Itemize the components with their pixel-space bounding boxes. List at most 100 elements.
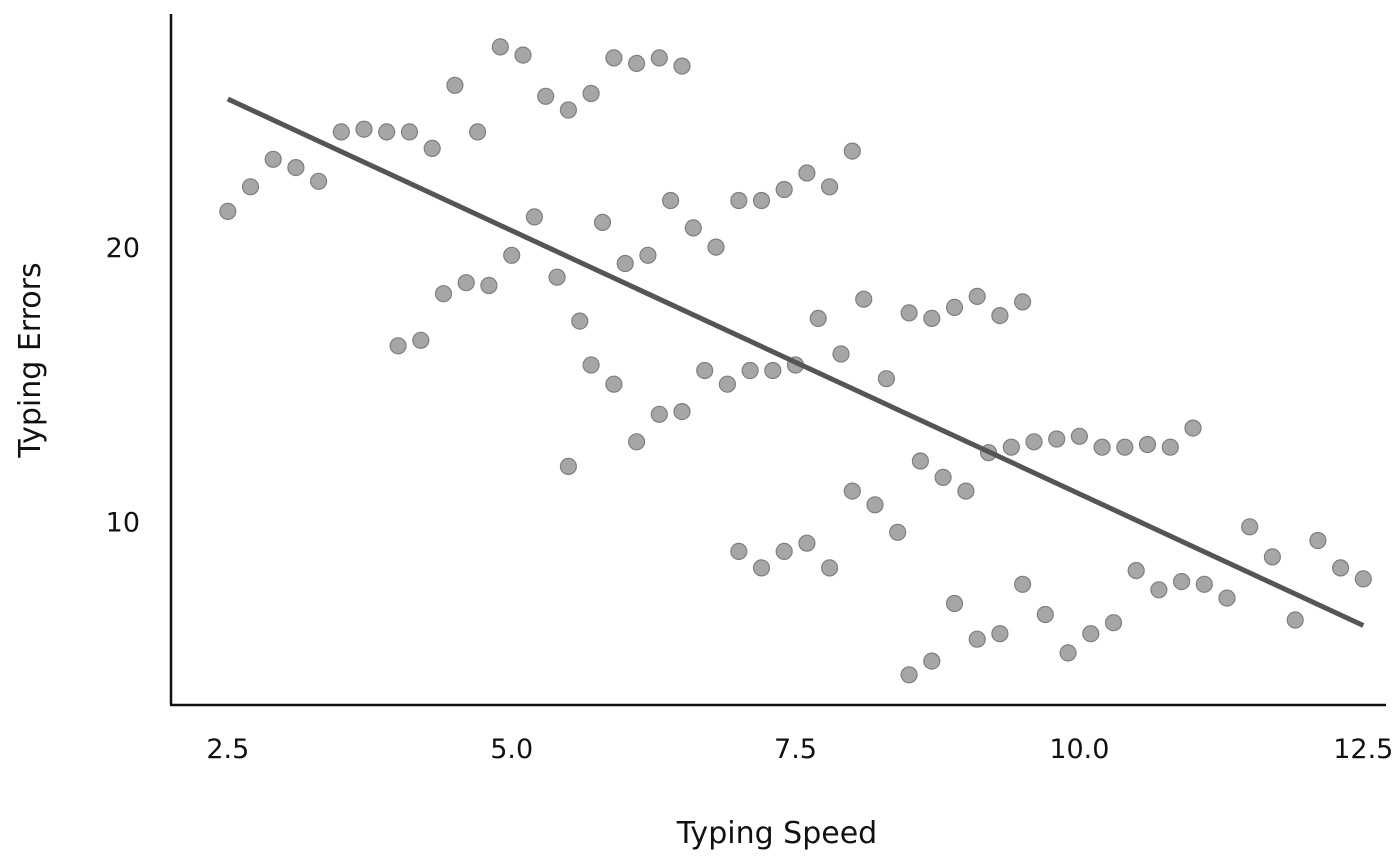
data-point-25 xyxy=(480,276,498,295)
data-point-93 xyxy=(1104,614,1123,632)
trend-layer xyxy=(226,96,1365,628)
data-point-70 xyxy=(889,523,907,541)
data-point-54 xyxy=(832,345,850,363)
data-point-35 xyxy=(707,238,725,256)
data-point-8 xyxy=(400,123,419,141)
data-point-57 xyxy=(900,304,918,322)
data-point-84 xyxy=(900,666,918,684)
data-point-34 xyxy=(684,219,702,237)
data-point-43 xyxy=(582,356,600,374)
data-point-37 xyxy=(752,191,771,210)
data-point-66 xyxy=(798,534,816,552)
data-point-91 xyxy=(1059,644,1077,662)
data-point-26 xyxy=(503,246,521,264)
data-point-42 xyxy=(559,457,578,475)
x-axis-title: Typing Speed xyxy=(676,816,877,851)
data-point-102 xyxy=(1309,531,1327,550)
data-point-104 xyxy=(1354,570,1372,588)
data-point-94 xyxy=(1127,561,1145,580)
data-point-96 xyxy=(1172,572,1191,591)
y-axis-title: Typing Errors xyxy=(13,262,48,458)
data-point-31 xyxy=(616,254,634,273)
data-point-77 xyxy=(1048,430,1066,448)
data-point-39 xyxy=(798,164,816,182)
data-point-44 xyxy=(605,375,623,393)
y-tick-label-1: 20 xyxy=(106,233,140,264)
data-point-17 xyxy=(605,49,623,67)
x-tick-label-4: 12.5 xyxy=(1333,734,1393,765)
data-point-73 xyxy=(957,482,975,500)
data-point-59 xyxy=(945,298,964,316)
data-point-78 xyxy=(1070,427,1089,445)
data-point-16 xyxy=(582,84,600,103)
data-point-61 xyxy=(991,307,1009,325)
data-point-97 xyxy=(1195,575,1213,593)
y-tick-labels: 10 20 xyxy=(106,233,140,538)
data-point-12 xyxy=(491,38,509,56)
data-point-81 xyxy=(1138,435,1157,454)
data-point-60 xyxy=(968,287,986,305)
data-point-56 xyxy=(877,370,896,388)
data-point-1 xyxy=(241,178,260,196)
data-point-88 xyxy=(991,625,1009,643)
data-point-80 xyxy=(1116,438,1134,456)
data-point-90 xyxy=(1036,605,1054,624)
data-point-4 xyxy=(310,172,328,190)
data-point-23 xyxy=(434,285,453,303)
data-point-18 xyxy=(627,54,646,73)
data-point-29 xyxy=(571,312,589,330)
data-point-92 xyxy=(1082,625,1100,643)
data-point-46 xyxy=(650,405,668,423)
data-point-28 xyxy=(548,268,566,286)
data-point-24 xyxy=(457,274,475,292)
y-tick-label-0: 10 xyxy=(106,507,140,538)
data-point-58 xyxy=(923,309,941,327)
data-point-64 xyxy=(752,559,771,577)
data-point-40 xyxy=(820,178,839,196)
data-point-20 xyxy=(673,57,691,75)
data-point-63 xyxy=(730,542,748,561)
data-point-95 xyxy=(1150,581,1168,599)
data-point-15 xyxy=(559,101,578,119)
data-point-85 xyxy=(923,652,941,670)
data-point-48 xyxy=(696,361,714,380)
data-point-10 xyxy=(446,76,464,94)
data-point-36 xyxy=(730,191,748,210)
data-point-0 xyxy=(219,202,237,220)
data-point-99 xyxy=(1241,518,1259,536)
data-point-49 xyxy=(718,375,737,393)
data-point-47 xyxy=(673,403,691,421)
data-point-76 xyxy=(1025,433,1043,451)
x-tick-label-3: 10.0 xyxy=(1049,734,1109,765)
data-point-32 xyxy=(639,246,657,264)
x-tick-labels: 2.5 5.0 7.5 10.0 12.5 xyxy=(206,734,1393,765)
data-point-55 xyxy=(855,290,873,308)
data-point-69 xyxy=(866,496,884,514)
data-point-89 xyxy=(1013,575,1032,593)
data-point-19 xyxy=(650,49,668,67)
data-point-62 xyxy=(1013,293,1032,311)
x-tick-label-2: 7.5 xyxy=(774,734,817,765)
data-point-41 xyxy=(843,142,861,160)
data-point-2 xyxy=(264,150,282,168)
trend-line xyxy=(226,96,1365,628)
data-point-50 xyxy=(741,361,759,380)
data-point-98 xyxy=(1218,589,1236,607)
points-layer xyxy=(219,38,1372,684)
data-point-67 xyxy=(820,559,839,577)
data-point-27 xyxy=(525,208,544,226)
data-point-72 xyxy=(934,468,952,486)
data-point-68 xyxy=(843,482,861,500)
data-point-3 xyxy=(287,159,305,177)
data-point-101 xyxy=(1286,611,1304,629)
data-point-30 xyxy=(593,213,612,231)
data-point-65 xyxy=(775,542,793,561)
data-point-53 xyxy=(809,309,827,327)
data-point-14 xyxy=(537,87,555,105)
data-point-5 xyxy=(332,123,350,141)
data-point-71 xyxy=(911,452,930,470)
data-point-33 xyxy=(661,191,680,210)
data-point-87 xyxy=(968,630,986,648)
data-point-79 xyxy=(1093,438,1111,456)
